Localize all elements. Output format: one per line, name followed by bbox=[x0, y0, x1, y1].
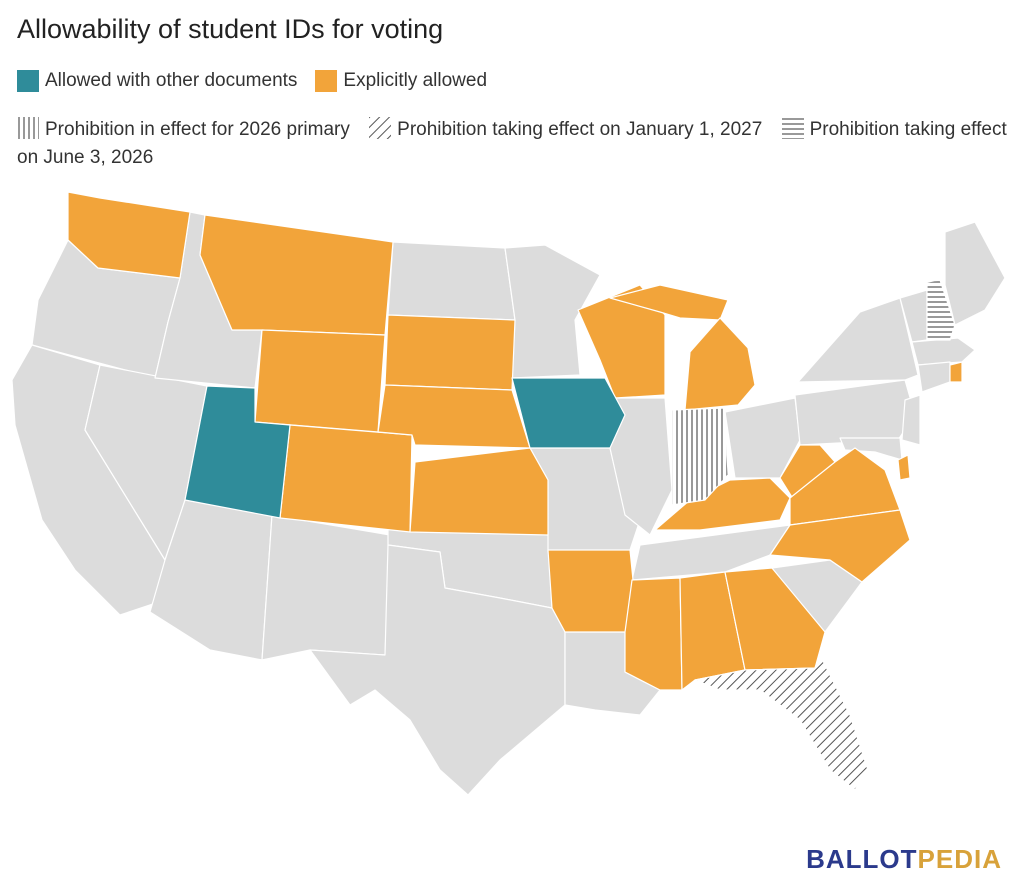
state-michigan-lower bbox=[684, 317, 756, 411]
state-colorado bbox=[279, 424, 413, 533]
state-north-carolina bbox=[769, 509, 911, 583]
pattern-label: Prohibition taking effect on June 3, 202… bbox=[17, 119, 1007, 168]
state-north-dakota bbox=[387, 241, 516, 321]
color-legend: Allowed with other documents Explicitly … bbox=[17, 70, 505, 92]
state-georgia bbox=[724, 567, 826, 671]
state-montana bbox=[199, 214, 394, 336]
pattern-label: Prohibition in effect for 2026 primary bbox=[45, 119, 350, 140]
state-utah bbox=[184, 385, 291, 519]
state-mississippi bbox=[624, 577, 683, 691]
state-kansas bbox=[409, 447, 549, 536]
us-map bbox=[0, 180, 1024, 820]
legend-item-explicitly-allowed: Explicitly allowed bbox=[315, 70, 487, 92]
state-wyoming bbox=[254, 329, 386, 433]
legend-label: Explicitly allowed bbox=[343, 70, 488, 91]
state-pennsylvania bbox=[794, 379, 916, 446]
horizontal-lines-icon bbox=[781, 117, 804, 139]
pattern-item-vertical: Prohibition in effect for 2026 primary bbox=[17, 117, 350, 140]
state-rhode-island bbox=[949, 361, 963, 383]
state-nebraska bbox=[377, 384, 531, 449]
state-texas bbox=[309, 544, 566, 796]
state-ohio bbox=[724, 397, 801, 479]
state-indiana bbox=[671, 407, 729, 506]
us-map-svg bbox=[11, 191, 1006, 796]
brand-part2: PEDIA bbox=[917, 844, 1002, 874]
ballotpedia-logo: BALLOTPEDIA bbox=[806, 844, 1002, 875]
state-delaware bbox=[897, 454, 911, 481]
state-maine bbox=[944, 221, 1006, 326]
state-arkansas bbox=[547, 549, 636, 633]
state-new-mexico bbox=[261, 514, 391, 661]
state-new-hampshire bbox=[926, 279, 956, 341]
state-connecticut bbox=[917, 361, 951, 393]
state-tennessee bbox=[631, 524, 791, 581]
state-maryland bbox=[839, 437, 903, 461]
state-florida bbox=[694, 654, 869, 791]
legend-item-allowed-with-docs: Allowed with other documents bbox=[17, 70, 297, 92]
brand-part1: BALLOT bbox=[806, 844, 918, 874]
pattern-label: Prohibition taking effect on January 1, … bbox=[397, 119, 763, 140]
legend-swatch-teal bbox=[17, 70, 39, 92]
legend-swatch-orange bbox=[315, 70, 338, 92]
state-south-dakota bbox=[384, 314, 516, 391]
state-massachusetts bbox=[911, 337, 976, 366]
state-wisconsin bbox=[577, 284, 666, 399]
diagonal-lines-icon bbox=[369, 117, 392, 139]
pattern-item-diagonal: Prohibition taking effect on January 1, … bbox=[369, 117, 763, 140]
legend-label: Allowed with other documents bbox=[45, 70, 298, 91]
vertical-lines-icon bbox=[17, 117, 39, 139]
state-new-york bbox=[797, 297, 919, 383]
pattern-legend: Prohibition in effect for 2026 primary P… bbox=[17, 116, 1012, 172]
state-new-jersey bbox=[901, 394, 921, 446]
state-iowa bbox=[511, 377, 626, 449]
state-washington bbox=[67, 191, 191, 279]
page-title: Allowability of student IDs for voting bbox=[17, 14, 444, 44]
pattern-item-horizontal: Prohibition taking effect on June 3, 202… bbox=[17, 117, 1007, 168]
